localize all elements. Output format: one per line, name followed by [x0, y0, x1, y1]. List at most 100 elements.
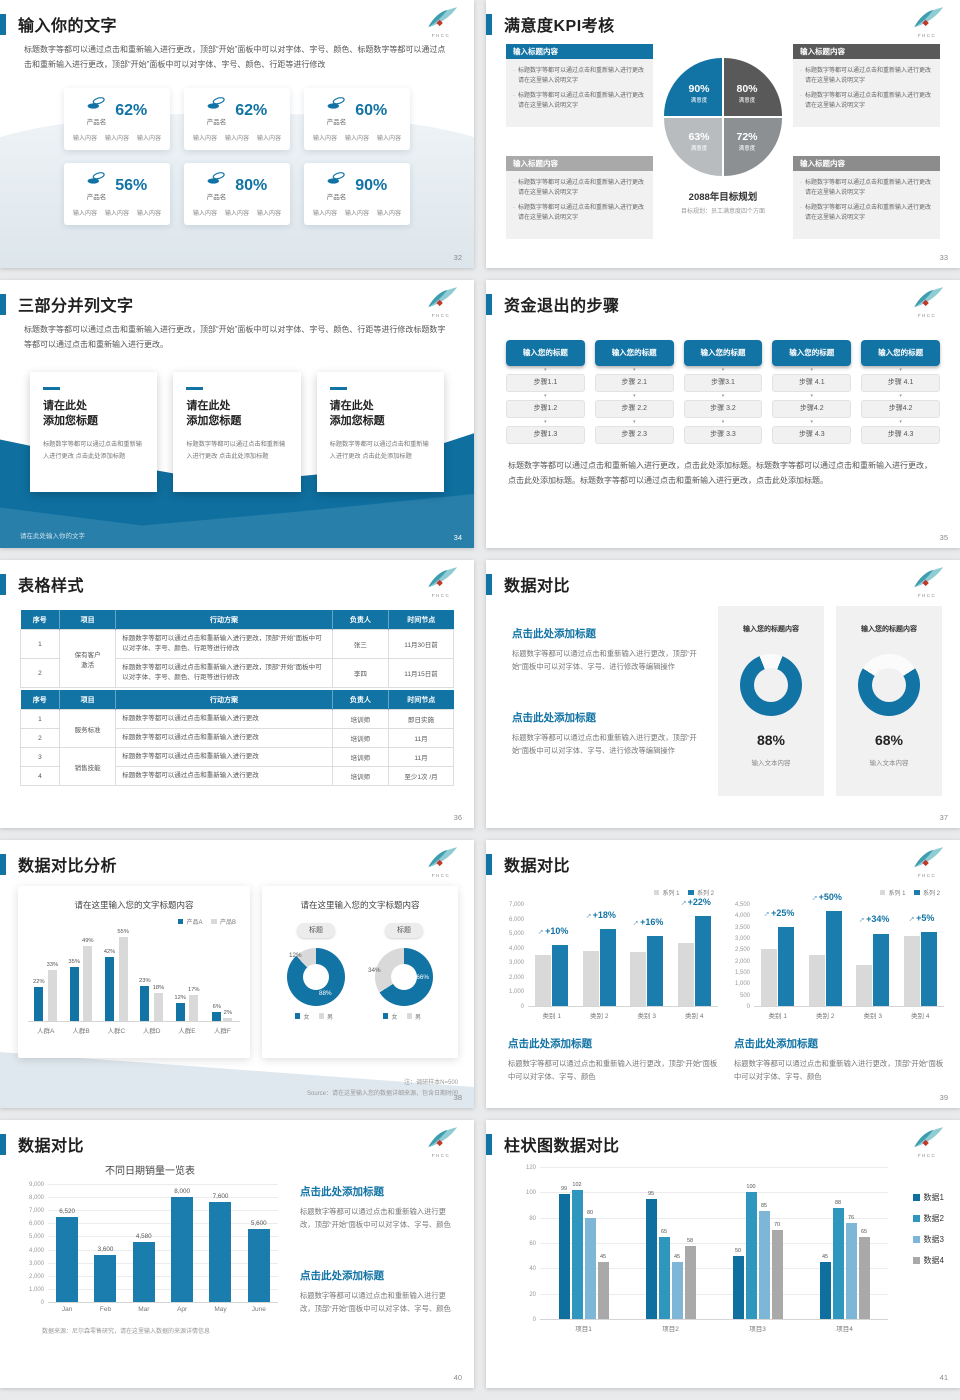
quadrant-value: 90% — [688, 82, 710, 95]
slide-35[interactable]: 资金退出的步骤 FHCC 输入您的标题 ▾ 步骤1.1 ▾ 步骤1.2 ▾ 步骤1.3 输入您… — [486, 280, 960, 548]
donut-stat-card[interactable]: 输入您的标题内容 88% 输入文本内容 — [718, 606, 824, 796]
category-labels: 类别 1 类别 2 类别 3 类别 4 — [754, 1007, 944, 1020]
donut-title-pill: 标题 — [297, 922, 335, 938]
table-header-cell: 项目 — [58, 610, 116, 630]
bar — [758, 1211, 770, 1319]
step-box: 步骤 2.2 — [594, 400, 674, 418]
axis-tick-label: 3,000 — [508, 960, 524, 967]
slide-32[interactable]: 输入你的文字 FHCC 标题数字等都可以通过点击和重新输入进行更改，顶部“开始”… — [0, 0, 474, 268]
bar-column: 95 — [645, 1167, 657, 1319]
legend-label: 产品B — [219, 920, 236, 926]
axis-tick-label: 6,000 — [28, 1221, 44, 1228]
product-stat-card[interactable]: 产品名 60% 输入内容 输入内容 输入内容 — [304, 88, 410, 150]
gridline — [48, 1223, 278, 1225]
axis-tick-label: 5,000 — [508, 931, 524, 938]
item-label: 输入内容 — [137, 211, 162, 217]
brand-logo: FHCC — [906, 1126, 948, 1158]
bar — [761, 949, 778, 1006]
slide-34[interactable]: 三部分并列文字 FHCC 标题数字等都可以通过点击和重新输入进行更改，顶部“开始… — [0, 280, 474, 548]
product-stat-card[interactable]: 产品名 56% 输入内容 输入内容 输入内容 — [64, 163, 170, 225]
title-accent-bar — [0, 573, 6, 595]
bar-value-label: 17% — [187, 986, 200, 993]
bullet-text: 标题数字等都可以通过点击和重新输入进行更改 请在这里输入说明文字 — [805, 92, 932, 109]
legend-swatch — [211, 918, 217, 925]
bar-column — [677, 904, 694, 1006]
chart-half: 系列 1 系列 2 0 1,000 2,000 3,000 4,000 5,000 6,000… — [502, 882, 718, 1020]
product-stat-card[interactable]: 产品名 62% 输入内容 输入内容 输入内容 — [184, 88, 290, 150]
cell-action: 标题数字等都可以通过点击和重新输入进行更改，顶部“开始”面板中可以对字体、字号、… — [115, 629, 333, 659]
bar — [558, 1193, 570, 1319]
category-labels: 类别 1 类别 2 类别 3 类别 4 — [528, 1007, 718, 1020]
cell-time: 11月15日前 — [388, 658, 454, 688]
category-labels: Jan Feb Mar Apr May June — [48, 1303, 278, 1316]
title-accent-bar — [0, 1133, 6, 1155]
category-label: 类别 3 — [637, 1013, 656, 1020]
text-card[interactable]: 请在此处 添加您标题 标题数字等都可以通过点击和重新输入进行更改 点击此处添加标题 — [316, 372, 444, 492]
slide-38[interactable]: 数据对比分析 FHCC 请在这里输入您的文字标题内容 产品A 产品B 22% 33%… — [0, 840, 474, 1108]
bar-value-label: 33% — [46, 962, 59, 969]
axis-tick-label: 80 — [529, 1215, 536, 1222]
slide-39[interactable]: 数据对比 FHCC 系列 1 系列 2 0 1,000 2,000 3,000 4,000… — [486, 840, 960, 1108]
chart-legend: 系列 1 系列 2 — [728, 888, 940, 897]
text-card[interactable]: 请在此处 添加您标题 标题数字等都可以通过点击和重新输入进行更改 点击此处添加标题 — [30, 372, 158, 492]
step-column-header: 输入您的标题 — [772, 340, 852, 366]
slide-40[interactable]: 数据对比 FHCC 不同日期销量一览表 0 1,000 2,000 3,000 4,00… — [0, 1120, 474, 1388]
slide-41[interactable]: 柱状图数据对比 FHCC 0 20 40 60 80 100 120 99 102 80 45 95 6… — [486, 1120, 960, 1388]
bar-column: 76 — [845, 1167, 857, 1319]
item-label: 输入内容 — [377, 136, 402, 142]
bar-value-label: 76 — [847, 1214, 855, 1221]
bar-value-label: 12% — [174, 994, 186, 1001]
slide-37[interactable]: 数据对比 FHCC 点击此处添加标题 标题数字等都可以通过点击和重新输入进行更改… — [486, 560, 960, 828]
bar — [212, 1011, 222, 1021]
legend-label: 系列 1 — [888, 891, 906, 897]
product-percent-value: 90% — [355, 177, 388, 194]
donut-stat-card[interactable]: 输入您的标题内容 68% 输入文本内容 — [836, 606, 942, 796]
bar — [552, 944, 569, 1006]
legend-item: 男 — [318, 1012, 333, 1021]
text-block: 点击此处添加标题 标题数字等都可以通过点击和重新输入进行更改，顶部“开始”面板中… — [300, 1184, 452, 1231]
step-column: 输入您的标题 ▾ 步骤 2.1 ▾ 步骤 2.2 ▾ 步骤 2.3 — [594, 340, 674, 444]
product-stat-card[interactable]: 产品名 90% 输入内容 输入内容 输入内容 — [304, 163, 410, 225]
bar-value-label: 88 — [834, 1199, 842, 1206]
donut-percent-value: 68% — [874, 732, 904, 748]
step-box: 步骤1.3 — [506, 426, 585, 444]
bar-group: →+25% — [754, 905, 802, 1006]
bar-column: 65 — [858, 1167, 870, 1319]
block-heading: 点击此处添加标题 — [512, 712, 596, 724]
legend-item: 男 — [406, 1012, 421, 1021]
gridline — [48, 1210, 278, 1212]
legend-swatch — [382, 1013, 389, 1019]
bar-column — [825, 904, 842, 1006]
chart-area: 不同日期销量一览表 0 1,000 2,000 3,000 4,000 5,000 6,00… — [22, 1162, 278, 1335]
gridline — [48, 1288, 278, 1290]
category-label: 项目3 — [749, 1326, 766, 1333]
product-stat-card[interactable]: 产品名 80% 输入内容 输入内容 输入内容 — [184, 163, 290, 225]
legend-label: 系列 2 — [696, 891, 714, 897]
slide-title: 数据对比 — [18, 1138, 85, 1155]
bar-column: 58 — [684, 1167, 696, 1319]
slide-33[interactable]: 满意度KPI考核 FHCC 输入标题内容 · 标题数字等都可以通过点击和重新输入进行… — [486, 0, 960, 268]
logo-text: FHCC — [917, 1153, 937, 1158]
product-name-label: 产品名 — [326, 194, 347, 201]
step-box: 步骤 2.1 — [594, 374, 674, 392]
bar — [808, 955, 825, 1006]
pie-center-subtitle: 目标规划：员工满意度四个方面 — [680, 209, 765, 215]
category-label: 项目2 — [662, 1326, 679, 1333]
bar-column: 102 — [571, 1167, 583, 1319]
down-arrow-icon: ▾ — [721, 419, 725, 425]
product-stat-card[interactable]: 产品名 62% 输入内容 输入内容 输入内容 — [64, 88, 170, 150]
bar-value-label: 22% — [33, 979, 45, 986]
bar-value-label: 80 — [586, 1209, 594, 1216]
logo-text: FHCC — [431, 33, 451, 38]
legend-label: 系列 2 — [922, 891, 940, 897]
step-box: 步骤1.1 — [506, 374, 585, 392]
chart-legend: 产品A 产品B — [28, 917, 236, 926]
axis-tick-label: 2,000 — [28, 1273, 44, 1280]
donut-hole — [754, 668, 788, 702]
slide-36[interactable]: 表格样式 FHCC 序号 项目 行动方案 负责人 时间节点 1 保有客户 激活 标题数字等都可… — [0, 560, 474, 828]
item-label: 输入内容 — [104, 136, 129, 142]
bar-column — [761, 904, 778, 1006]
legend-swatch — [688, 889, 694, 896]
text-card[interactable]: 请在此处 添加您标题 标题数字等都可以通过点击和重新输入进行更改 点击此处添加标题 — [173, 372, 301, 492]
item-label: 输入内容 — [344, 136, 369, 142]
